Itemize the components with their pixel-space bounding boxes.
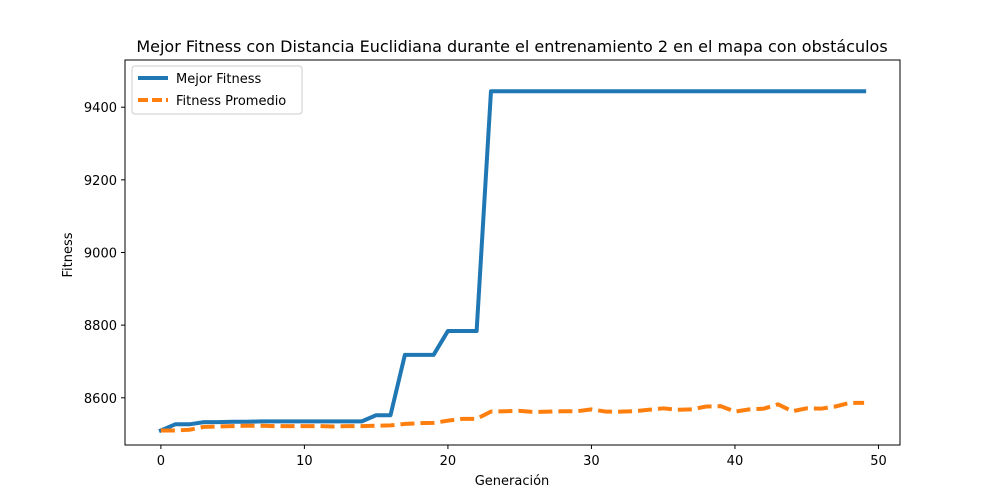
x-tick-label: 20 bbox=[440, 454, 457, 469]
y-tick-label: 9200 bbox=[84, 174, 117, 189]
x-tick-label: 50 bbox=[870, 454, 887, 469]
chart-title: Mejor Fitness con Distancia Euclidiana d… bbox=[136, 37, 887, 56]
legend-label-mejor-fitness: Mejor Fitness bbox=[176, 72, 262, 87]
y-tick-label: 9400 bbox=[84, 101, 117, 116]
legend: Mejor Fitness Fitness Promedio bbox=[131, 65, 303, 115]
y-tick-label: 8800 bbox=[84, 319, 117, 334]
y-axis-label: Fitness bbox=[61, 232, 76, 277]
plot-area: 0 10 20 30 40 50 8600 8800 9000 9200 9400 bbox=[84, 59, 901, 469]
x-tick-label: 40 bbox=[727, 454, 744, 469]
x-tick-label: 10 bbox=[296, 454, 313, 469]
x-tick-label: 30 bbox=[583, 454, 600, 469]
x-tick-label: 0 bbox=[157, 454, 165, 469]
y-tick-label: 8600 bbox=[84, 392, 117, 407]
y-tick-label: 9000 bbox=[84, 247, 117, 262]
series-line-fitness-promedio bbox=[160, 400, 865, 433]
legend-box bbox=[131, 65, 303, 115]
axes-frame bbox=[124, 59, 901, 446]
series-line-mejor-fitness bbox=[158, 89, 867, 434]
x-axis-label: Generación bbox=[475, 474, 550, 489]
legend-label-fitness-promedio: Fitness Promedio bbox=[176, 94, 286, 109]
